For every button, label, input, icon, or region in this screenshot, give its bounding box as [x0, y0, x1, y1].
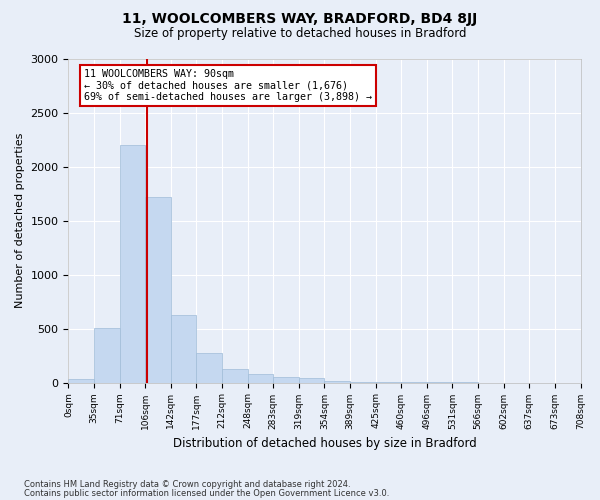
Bar	[171, 314, 196, 382]
Bar	[222, 368, 248, 382]
Text: 11, WOOLCOMBERS WAY, BRADFORD, BD4 8JJ: 11, WOOLCOMBERS WAY, BRADFORD, BD4 8JJ	[122, 12, 478, 26]
Bar	[248, 374, 273, 382]
Bar	[94, 328, 119, 382]
Text: Contains public sector information licensed under the Open Government Licence v3: Contains public sector information licen…	[24, 488, 389, 498]
Bar	[273, 376, 299, 382]
Bar	[145, 197, 171, 382]
Text: 11 WOOLCOMBERS WAY: 90sqm
← 30% of detached houses are smaller (1,676)
69% of se: 11 WOOLCOMBERS WAY: 90sqm ← 30% of detac…	[84, 68, 372, 102]
Y-axis label: Number of detached properties: Number of detached properties	[15, 133, 25, 308]
Text: Size of property relative to detached houses in Bradford: Size of property relative to detached ho…	[134, 28, 466, 40]
Bar	[196, 354, 222, 382]
Text: Contains HM Land Registry data © Crown copyright and database right 2024.: Contains HM Land Registry data © Crown c…	[24, 480, 350, 489]
X-axis label: Distribution of detached houses by size in Bradford: Distribution of detached houses by size …	[173, 437, 476, 450]
Bar	[299, 378, 325, 382]
Bar	[68, 380, 94, 382]
Bar	[119, 146, 145, 382]
